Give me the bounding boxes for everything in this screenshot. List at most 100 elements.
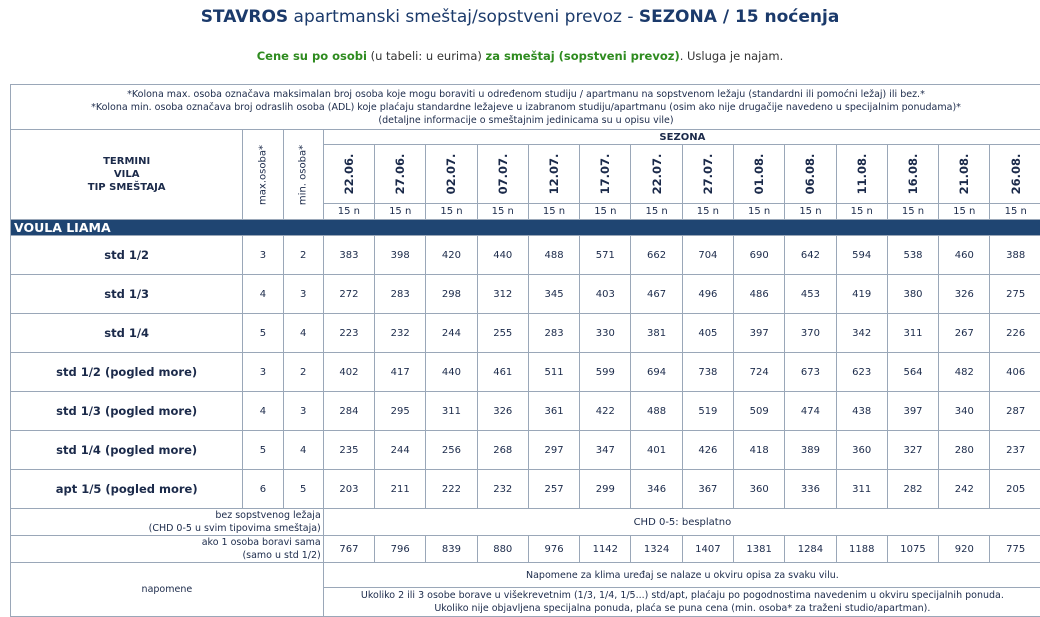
price-cell: 244: [375, 431, 426, 470]
header-nights: 15 n: [990, 204, 1040, 220]
price-cell: 724: [734, 353, 785, 392]
price-cell: 920: [939, 536, 990, 563]
price-cell: 326: [939, 275, 990, 314]
min-persons-value: 2: [283, 236, 323, 275]
price-cell: 283: [375, 275, 426, 314]
accommodation-type: std 1/2: [11, 236, 243, 275]
header-nights: 15 n: [682, 204, 733, 220]
price-cell: 422: [580, 392, 631, 431]
notes-label: napomene: [11, 563, 324, 617]
price-cell: 738: [682, 353, 733, 392]
header-tip: TIP SMEŠTAJA: [11, 181, 242, 194]
price-cell: 342: [836, 314, 887, 353]
price-cell: 453: [785, 275, 836, 314]
price-cell: 298: [426, 275, 477, 314]
accommodation-type: std 1/4: [11, 314, 243, 353]
price-cell: 275: [990, 275, 1040, 314]
price-cell: 370: [785, 314, 836, 353]
price-cell: 237: [990, 431, 1040, 470]
min-persons-value: 3: [283, 392, 323, 431]
price-cell: 255: [477, 314, 528, 353]
price-cell: 440: [426, 353, 477, 392]
price-cell: 326: [477, 392, 528, 431]
price-cell: 299: [580, 470, 631, 509]
price-cell: 839: [426, 536, 477, 563]
price-cell: 383: [323, 236, 374, 275]
header-termini: TERMINI: [11, 155, 242, 168]
price-cell: 280: [939, 431, 990, 470]
header-date: 02.07.: [426, 145, 477, 204]
header-vila: VILA: [11, 168, 242, 181]
price-cell: 419: [836, 275, 887, 314]
price-cell: 297: [528, 431, 579, 470]
price-cell: 287: [990, 392, 1040, 431]
price-cell: 594: [836, 236, 887, 275]
villa-section-header: VOULA LIAMA: [11, 220, 1040, 236]
column-notes: *Kolona max. osoba označava maksimalan b…: [11, 85, 1040, 130]
price-cell: 256: [426, 431, 477, 470]
header-nights: 15 n: [887, 204, 938, 220]
subtitle-currency-note: (u tabeli: u eurima): [367, 49, 486, 63]
child-policy-label: bez sopstvenog ležaja(CHD 0-5 u svim tip…: [11, 509, 324, 536]
header-date: 12.07.: [528, 145, 579, 204]
price-cell: 406: [990, 353, 1040, 392]
price-cell: 226: [990, 314, 1040, 353]
price-cell: 1188: [836, 536, 887, 563]
price-cell: 623: [836, 353, 887, 392]
price-cell: 976: [528, 536, 579, 563]
price-cell: 690: [734, 236, 785, 275]
price-cell: 1142: [580, 536, 631, 563]
header-nights: 15 n: [631, 204, 682, 220]
header-sezona: SEZONA: [323, 130, 1040, 145]
price-cell: 460: [939, 236, 990, 275]
header-nights: 15 n: [836, 204, 887, 220]
header-nights: 15 n: [323, 204, 374, 220]
header-nights: 15 n: [528, 204, 579, 220]
title-villa: STAVROS: [201, 7, 288, 27]
price-cell: 418: [734, 431, 785, 470]
price-cell: 474: [785, 392, 836, 431]
price-cell: 1381: [734, 536, 785, 563]
price-cell: 488: [631, 392, 682, 431]
price-cell: 232: [477, 470, 528, 509]
price-cell: 704: [682, 236, 733, 275]
price-cell: 232: [375, 314, 426, 353]
single-occupancy-row: ako 1 osoba boravi sama(samo u std 1/2)7…: [11, 536, 1040, 563]
price-cell: 775: [990, 536, 1040, 563]
max-persons-value: 5: [243, 314, 283, 353]
price-cell: 420: [426, 236, 477, 275]
price-cell: 257: [528, 470, 579, 509]
price-cell: 295: [375, 392, 426, 431]
price-cell: 222: [426, 470, 477, 509]
price-cell: 381: [631, 314, 682, 353]
header-date: 27.07.: [682, 145, 733, 204]
header-nights: 15 n: [375, 204, 426, 220]
max-persons-value: 3: [243, 353, 283, 392]
price-cell: 361: [528, 392, 579, 431]
price-cell: 1284: [785, 536, 836, 563]
price-cell: 486: [734, 275, 785, 314]
header-date: 16.08.: [887, 145, 938, 204]
header-date: 21.08.: [939, 145, 990, 204]
price-cell: 1407: [682, 536, 733, 563]
price-table: *Kolona max. osoba označava maksimalan b…: [10, 84, 1040, 617]
price-cell: 268: [477, 431, 528, 470]
price-cell: 327: [887, 431, 938, 470]
price-cell: 440: [477, 236, 528, 275]
title-season: SEZONA / 15 noćenja: [639, 7, 839, 27]
price-cell: 311: [426, 392, 477, 431]
price-cell: 401: [631, 431, 682, 470]
header-date: 01.08.: [734, 145, 785, 204]
price-cell: 496: [682, 275, 733, 314]
min-persons-value: 5: [283, 470, 323, 509]
price-cell: 330: [580, 314, 631, 353]
child-policy-row: bez sopstvenog ležaja(CHD 0-5 u svim tip…: [11, 509, 1040, 536]
price-cell: 571: [580, 236, 631, 275]
price-cell: 662: [631, 236, 682, 275]
price-cell: 345: [528, 275, 579, 314]
accommodation-type: std 1/3 (pogled more): [11, 392, 243, 431]
notes-multi-bed: Ukoliko 2 ili 3 osobe borave u višekreve…: [323, 588, 1040, 617]
